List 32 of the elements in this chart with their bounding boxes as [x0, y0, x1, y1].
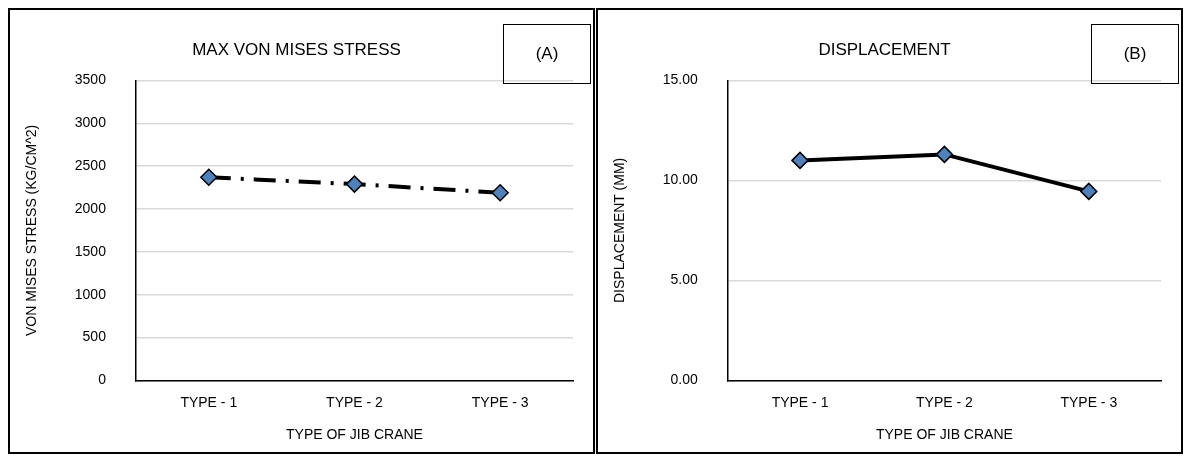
x-tick-label: TYPE - 3: [471, 393, 529, 410]
y-tick-label: 3500: [74, 71, 107, 88]
x-tick-label: TYPE - 1: [771, 393, 829, 410]
y-tick-label: 3000: [74, 114, 107, 131]
y-axis-title: DISPLACEMENT (MM): [611, 157, 628, 303]
point: [791, 151, 809, 170]
y-tick-label: 2000: [74, 199, 107, 216]
x-tick-label: TYPE - 3: [1060, 393, 1118, 410]
y-tick-label: 0.00: [670, 371, 699, 388]
chart-title: MAX VON MISES STRESS: [192, 39, 401, 59]
point: [345, 175, 364, 193]
y-tick-label: 5.00: [670, 271, 699, 288]
point: [1080, 182, 1098, 201]
y-tick-label: 1500: [74, 242, 107, 259]
x-tick-label: TYPE - 1: [180, 393, 238, 410]
text: (A): [535, 44, 559, 64]
y-tick-label: 10.00: [662, 171, 699, 188]
y-tick-label: 0: [98, 371, 107, 388]
y-tick-label: 15.00: [662, 71, 699, 88]
y-axis-title: VON MISES STRESS (KG/CM^2): [23, 124, 40, 336]
x-axis-title: TYPE OF JIB CRANE: [875, 426, 1013, 443]
y-tick-label: 500: [82, 328, 107, 345]
x-axis-title: TYPE OF JIB CRANE: [286, 426, 423, 443]
x-tick-label: TYPE - 2: [326, 393, 384, 410]
x-tick-label: TYPE - 2: [916, 393, 974, 410]
y-tick-label: 2500: [74, 156, 107, 173]
point: [200, 168, 218, 187]
point: [491, 183, 509, 202]
chart-title: DISPLACEMENT: [818, 39, 951, 59]
text: (B): [1123, 44, 1147, 64]
point: [935, 145, 954, 164]
y-tick-label: 1000: [74, 285, 107, 302]
